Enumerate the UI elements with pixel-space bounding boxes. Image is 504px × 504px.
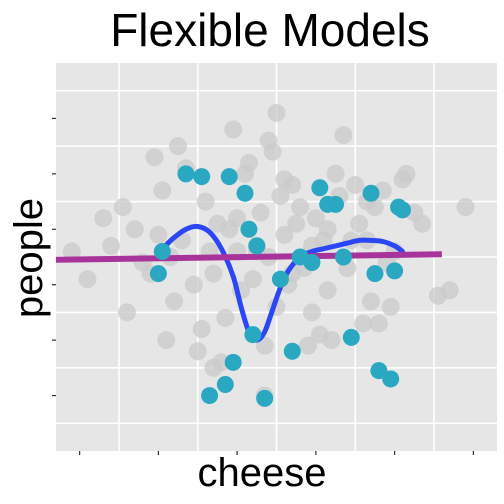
background-point [185, 276, 203, 294]
background-point [165, 292, 183, 310]
highlighted-point [327, 196, 344, 213]
highlighted-point [311, 179, 328, 196]
y-axis-label: people [7, 198, 51, 318]
background-point [354, 315, 372, 333]
highlighted-point [303, 254, 320, 271]
background-point [319, 220, 337, 238]
background-point [205, 265, 223, 283]
background-point [268, 104, 286, 122]
background-point [145, 148, 163, 166]
highlighted-point [386, 262, 403, 279]
background-point [327, 165, 345, 183]
background-point [350, 215, 368, 233]
background-point [319, 281, 337, 299]
background-point [303, 303, 321, 321]
background-point [240, 154, 258, 172]
background-point [126, 220, 144, 238]
highlighted-point [343, 329, 360, 346]
background-point [260, 132, 278, 150]
background-point [252, 204, 270, 222]
chart-title: Flexible Models [110, 4, 430, 56]
highlighted-point [272, 271, 289, 288]
highlighted-point [225, 354, 242, 371]
background-point [271, 187, 289, 205]
background-point [94, 209, 112, 227]
background-point [441, 281, 459, 299]
background-point [382, 298, 400, 316]
background-point [346, 176, 364, 194]
highlighted-point [154, 243, 171, 260]
background-point [102, 237, 120, 255]
background-point [275, 170, 293, 188]
background-point [205, 359, 223, 377]
background-point [397, 165, 415, 183]
background-point [216, 309, 234, 327]
highlighted-point [363, 185, 380, 202]
background-point [189, 342, 207, 360]
highlighted-point [382, 370, 399, 387]
highlighted-point [217, 376, 234, 393]
background-point [291, 198, 309, 216]
highlighted-point [244, 326, 261, 343]
highlighted-point [248, 237, 265, 254]
background-point [157, 331, 175, 349]
highlighted-point [221, 168, 238, 185]
highlighted-point [284, 343, 301, 360]
background-point [362, 292, 380, 310]
background-point [114, 198, 132, 216]
highlighted-point [335, 249, 352, 266]
background-point [370, 315, 388, 333]
background-point [153, 181, 171, 199]
background-point [169, 137, 187, 155]
background-point [193, 320, 211, 338]
background-point [334, 126, 352, 144]
background-point [79, 270, 97, 288]
highlighted-point [193, 168, 210, 185]
background-point [323, 331, 341, 349]
background-point [224, 121, 242, 139]
highlighted-point [256, 390, 273, 407]
background-point [118, 303, 136, 321]
background-point [197, 193, 215, 211]
highlighted-point [237, 185, 254, 202]
highlighted-point [366, 265, 383, 282]
highlighted-point [177, 165, 194, 182]
background-point [299, 337, 317, 355]
x-axis-label: cheese [198, 451, 327, 495]
highlighted-point [394, 201, 411, 218]
highlighted-point [201, 387, 218, 404]
highlighted-point [240, 221, 257, 238]
background-point [287, 215, 305, 233]
background-point [149, 226, 167, 244]
background-point [457, 198, 475, 216]
highlighted-point [150, 265, 167, 282]
